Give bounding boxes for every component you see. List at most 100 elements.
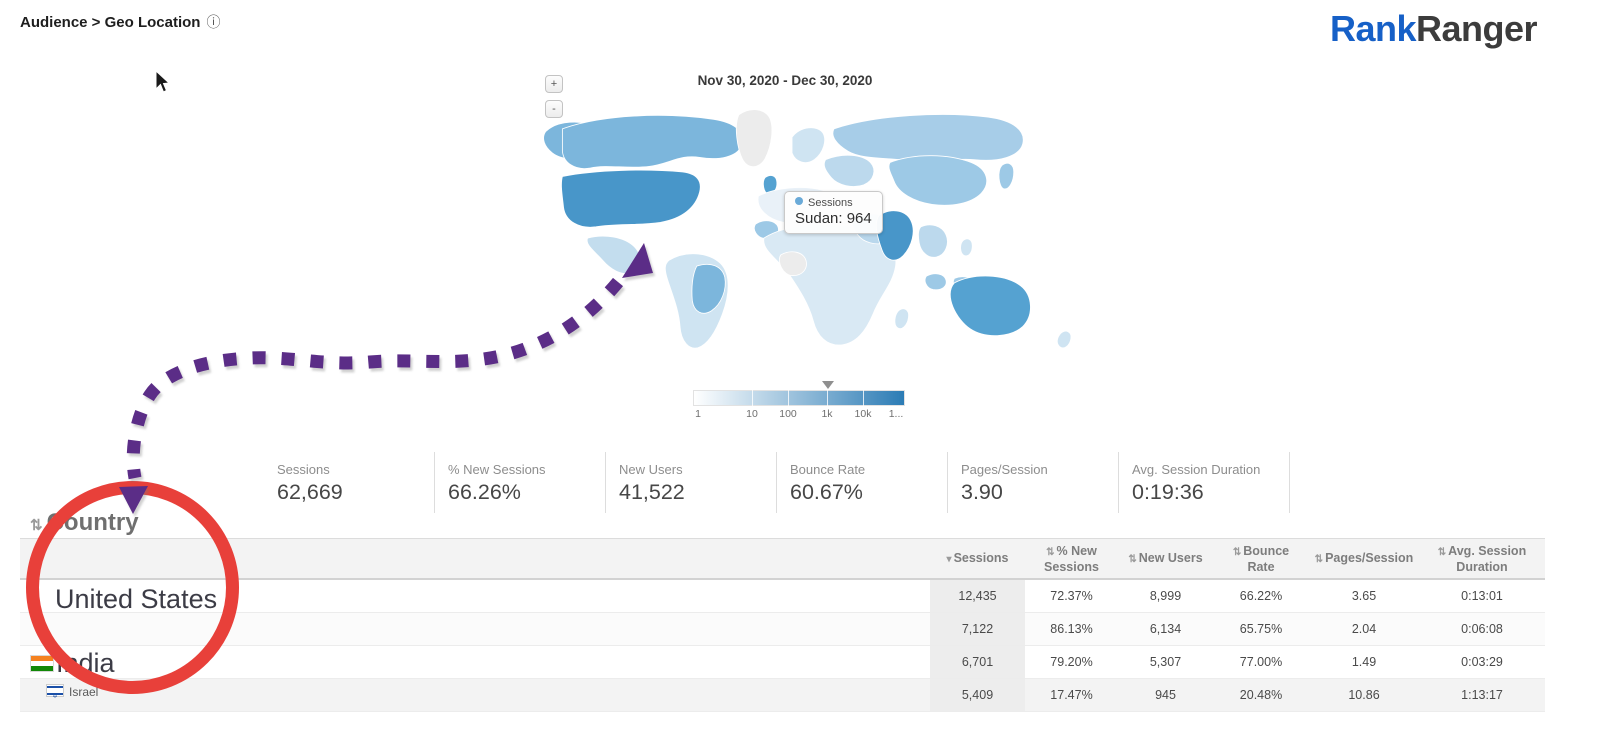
metric-label: % New Sessions [448, 462, 546, 477]
cell-pct-new: 72.37% [1050, 589, 1093, 603]
col-header-label: Sessions [953, 550, 1009, 565]
country-shape-brazil[interactable] [691, 263, 726, 314]
col-header-pages-session[interactable]: ⇅ Pages/Session [1309, 539, 1419, 578]
cell-sessions: 12,435 [930, 580, 1025, 612]
cell-new-users: 945 [1155, 688, 1176, 702]
country-shape-madagascar[interactable] [894, 308, 910, 330]
metric-pct-new-sessions: % New Sessions 66.26% [435, 452, 606, 513]
cell-pages: 10.86 [1348, 688, 1380, 702]
country-cell-israel[interactable]: Israel [69, 685, 99, 699]
sort-both-icon: ⇅ [1232, 546, 1242, 558]
geo-table: ▾ Sessions ⇅% New Sessions ⇅ New Users ⇅ Bou… [20, 538, 1545, 712]
metric-value: 62,669 [277, 480, 343, 504]
country-shape-philippines[interactable] [960, 238, 973, 257]
map-color-scale: 1 10 100 1k 10k 1... [693, 381, 905, 420]
cell-bounce: 66.22% [1239, 589, 1283, 603]
summary-metrics: Sessions 62,669 % New Sessions 66.26% Ne… [264, 452, 1290, 513]
metric-value: 60.67% [790, 480, 863, 504]
india-flag-icon [30, 655, 54, 672]
table-row-india[interactable]: 6,701 79.20% 5,307 77.00% 1.49 0:03:29 [20, 646, 1545, 679]
cell-pct-new: 86.13% [1050, 622, 1093, 636]
scale-label: 1k [821, 408, 833, 420]
col-header-bounce-rate[interactable]: ⇅ Bounce Rate [1213, 539, 1309, 578]
cell-pages: 1.49 [1351, 655, 1377, 669]
metric-label: Bounce Rate [790, 462, 866, 477]
table-row-israel[interactable]: 5,409 17.47% 945 20.48% 10.86 1:13:17 [20, 679, 1545, 712]
cell-duration: 0:06:08 [1461, 622, 1503, 636]
info-icon[interactable]: ⓘ [206, 14, 221, 30]
map-zoom-out-button[interactable]: - [545, 100, 563, 118]
cell-new-users: 5,307 [1149, 655, 1182, 669]
col-header-label: New Users [1138, 550, 1203, 565]
metric-bounce-rate: Bounce Rate 60.67% [777, 452, 948, 513]
cell-sessions: 7,122 [930, 613, 1025, 645]
metric-label: New Users [619, 462, 683, 477]
col-header-label2: Duration [1456, 559, 1508, 574]
map-zoom-in-button[interactable]: + [545, 75, 563, 93]
tooltip-series: Sessions [795, 197, 872, 209]
scale-label: 10k [854, 408, 872, 420]
cell-pct-new: 17.47% [1050, 688, 1093, 702]
col-header-label: Avg. Session [1448, 543, 1527, 558]
country-shape-australia[interactable] [949, 275, 1031, 337]
sort-both-icon: ⇅ [1128, 553, 1137, 565]
rankranger-logo: RankRanger [1330, 8, 1538, 50]
country-shape-china[interactable] [888, 155, 988, 206]
country-shape-canada[interactable] [561, 115, 744, 170]
cell-pages: 2.04 [1351, 622, 1377, 636]
logo-ranger: Ranger [1416, 8, 1538, 49]
col-header-sessions[interactable]: ▾ Sessions [930, 539, 1025, 578]
table-row[interactable]: 7,122 86.13% 6,134 65.75% 2.04 0:06:08 [20, 613, 1545, 646]
map-tooltip: Sessions Sudan: 964 [784, 191, 883, 234]
table-header-row: ▾ Sessions ⇅% New Sessions ⇅ New Users ⇅ Bou… [20, 538, 1545, 580]
col-header-label: % New [1056, 543, 1097, 558]
col-header-avg-session-duration[interactable]: ⇅ Avg. Session Duration [1419, 539, 1545, 578]
cell-sessions: 5,409 [930, 679, 1025, 711]
cell-bounce: 65.75% [1239, 622, 1283, 636]
red-circle-annotation [26, 481, 239, 694]
country-shape-russia[interactable] [832, 114, 1024, 163]
country-shape-indonesia-west[interactable] [924, 273, 947, 291]
map-date-range: Nov 30, 2020 - Dec 30, 2020 [697, 73, 873, 88]
metric-label: Pages/Session [961, 462, 1048, 477]
country-shape-india[interactable] [875, 210, 914, 261]
col-header-label: Pages/Session [1325, 550, 1414, 565]
sort-desc-icon: ▾ [946, 553, 952, 565]
cell-bounce: 20.48% [1239, 688, 1283, 702]
series-dot-icon [795, 197, 803, 205]
country-shape-mexico[interactable] [586, 235, 641, 274]
cell-sessions: 6,701 [930, 646, 1025, 678]
country-shape-japan[interactable] [998, 162, 1015, 190]
country-shape-greenland[interactable] [735, 109, 773, 168]
breadcrumb[interactable]: Audience > Geo Location ⓘ [20, 12, 220, 32]
metric-value: 41,522 [619, 480, 685, 504]
tooltip-series-label: Sessions [808, 197, 853, 209]
scale-divider [752, 390, 753, 406]
metric-value: 0:19:36 [1132, 480, 1204, 504]
country-shape-scandinavia[interactable] [791, 127, 826, 164]
table-row-united-states[interactable]: 12,435 72.37% 8,999 66.22% 3.65 0:13:01 [20, 580, 1545, 613]
metric-value: 3.90 [961, 480, 1003, 504]
world-map[interactable] [540, 98, 1100, 368]
metric-new-users: New Users 41,522 [606, 452, 777, 513]
col-header-label: Bounce [1243, 543, 1290, 558]
col-header-label2: Rate [1247, 559, 1275, 574]
scale-divider [788, 390, 789, 406]
country-shape-southeast-asia[interactable] [918, 224, 948, 258]
country-shape-new-zealand[interactable] [1056, 330, 1072, 349]
scale-divider [827, 390, 828, 406]
cell-duration: 0:13:01 [1461, 589, 1503, 603]
logo-rank: Rank [1330, 8, 1417, 49]
sort-both-icon: ⇅ [1314, 553, 1324, 565]
scale-marker-icon [822, 381, 834, 389]
country-shape-eastern-europe[interactable] [823, 154, 875, 187]
country-shape-usa[interactable] [561, 169, 701, 228]
country-shape-west-africa[interactable] [778, 251, 807, 276]
tooltip-value: Sudan: 964 [795, 210, 872, 227]
metric-value: 66.26% [448, 480, 521, 504]
col-header-new-users[interactable]: ⇅ New Users [1118, 539, 1213, 578]
col-header-pct-new-sessions[interactable]: ⇅% New Sessions [1025, 539, 1118, 578]
metric-label: Avg. Session Duration [1132, 462, 1261, 477]
scale-gradient-bar [693, 390, 905, 406]
scale-label: 10 [746, 408, 758, 420]
